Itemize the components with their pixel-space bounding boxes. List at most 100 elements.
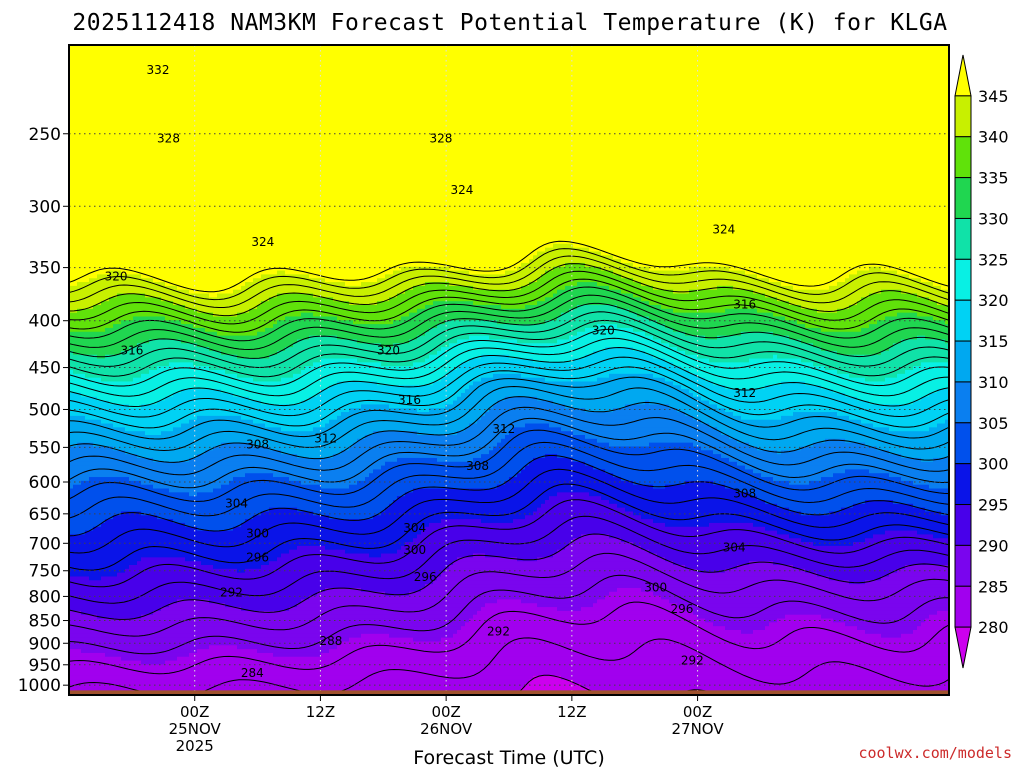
contour-fill-cell (141, 274, 262, 279)
contour-fill-cell (865, 630, 914, 635)
contour-fill-cell (329, 649, 949, 654)
contour-fill-cell (737, 565, 794, 570)
contour-fill-cell (805, 568, 898, 574)
contour-fill-cell (457, 557, 518, 562)
colorbar-segment (954, 136, 972, 179)
contour-fill-cell (673, 561, 750, 566)
contour-fill-cell (905, 370, 949, 375)
contour-fill-cell (473, 301, 538, 306)
contour-fill-cell (741, 415, 782, 421)
contour-line (69, 601, 949, 675)
contour-fill-cell (333, 454, 482, 459)
contour-fill-cell (881, 350, 949, 356)
contour-fill-cell (757, 308, 818, 314)
contour-fill-cell (653, 373, 698, 379)
contour-label: 296 (414, 570, 437, 584)
contour-fill-cell (845, 622, 922, 627)
contour-fill-cell (69, 106, 949, 111)
contour-fill-cell (69, 385, 330, 390)
contour-fill-cell (241, 415, 338, 421)
contour-fill-cell (813, 442, 866, 448)
contour-fill-cell (649, 549, 949, 555)
contour-fill-cell (113, 446, 214, 451)
contour-fill-cell (69, 515, 114, 520)
contour-fill-cell (69, 607, 162, 612)
contour-fill-cell (201, 561, 270, 566)
contour-fill-cell (357, 438, 502, 444)
contour-fill-cell (69, 297, 110, 302)
contour-fill-cell (273, 652, 322, 658)
contour-fill-cell (497, 599, 522, 604)
contour-fill-cell (653, 335, 706, 341)
contour-fill-cell (217, 331, 258, 337)
contour-fill-cell (69, 144, 949, 149)
contour-fill-cell (173, 392, 234, 398)
contour-fill-cell (605, 347, 634, 352)
contour-fill-cell (897, 568, 949, 574)
contour-fill-cell (897, 373, 949, 379)
colorbar-label: 295 (978, 496, 1009, 515)
contour-fill-cell (69, 526, 94, 532)
contour-fill-cell (877, 320, 946, 325)
contour-fill-cell (133, 316, 166, 321)
colorbar-segment (954, 504, 972, 546)
y-tick-label: 400 (29, 312, 61, 332)
contour-fill-cell (777, 530, 886, 536)
grid-lines (69, 45, 949, 695)
contour-fill-cell (773, 331, 949, 337)
contour-fill-cell (69, 305, 94, 310)
contour-line (69, 248, 949, 301)
contour-fill-cell (785, 316, 886, 321)
contour-fill-cell (457, 431, 510, 436)
colorbar-segment (954, 299, 972, 342)
contour-fill-cell (633, 293, 766, 298)
contour-fill-cell (721, 431, 949, 436)
contour-fill-cell (545, 500, 610, 505)
contour-label: 316 (398, 393, 421, 407)
colorbar-segment (954, 463, 972, 506)
contour-fill-cell (253, 278, 326, 283)
contour-fill-cell (817, 572, 890, 578)
contour-fill-cell (425, 331, 578, 337)
contour-fill-cell (501, 305, 526, 310)
contour-fill-cell (197, 454, 298, 459)
contour-fill-cell (753, 469, 846, 474)
colorbar-label: 335 (978, 169, 1009, 188)
contour-fill-cell (525, 515, 642, 520)
contour-fill-cell (385, 507, 538, 513)
contour-fill-cell (513, 427, 562, 432)
contour-fill-cell (493, 404, 566, 409)
contour-fill-cell (69, 324, 114, 329)
contour-fill-cell (193, 362, 314, 367)
contour-fill-cell (197, 343, 294, 348)
contour-fill-cell (465, 389, 690, 394)
contour-fill-cell (69, 247, 546, 253)
contour-fill-cell (809, 480, 914, 486)
contour-fill-cell (677, 408, 726, 413)
contour-fill-cell (873, 534, 934, 539)
contour-fill-cell (617, 305, 662, 310)
contour-line (69, 319, 949, 378)
contour-fill-cell (169, 362, 194, 367)
contour-fill-cell (757, 274, 850, 279)
contour-fill-cell (521, 373, 610, 379)
contour-line (69, 468, 949, 554)
contour-fill-cell (581, 683, 949, 688)
contour-fill-cell (277, 270, 286, 276)
contour-fill-cell (873, 423, 938, 428)
contour-fill-cell (641, 515, 949, 520)
contour-fill-cell (197, 415, 242, 421)
contour-fill-cell (849, 274, 910, 279)
contour-fill-cell (149, 339, 182, 344)
y-tick-label: 750 (29, 562, 61, 582)
contour-fill-cell (353, 442, 498, 448)
contour-label: 304 (723, 540, 746, 554)
contour-label: 312 (733, 386, 756, 400)
contour-fill-cell (673, 362, 814, 367)
contour-fill-cell (753, 522, 949, 528)
contour-fill-cell (69, 132, 949, 138)
contour-fill-cell (69, 240, 949, 245)
contour-fill-cell (177, 285, 242, 291)
contour-fill-cell (473, 381, 674, 386)
contour-fill-cell (493, 446, 702, 451)
